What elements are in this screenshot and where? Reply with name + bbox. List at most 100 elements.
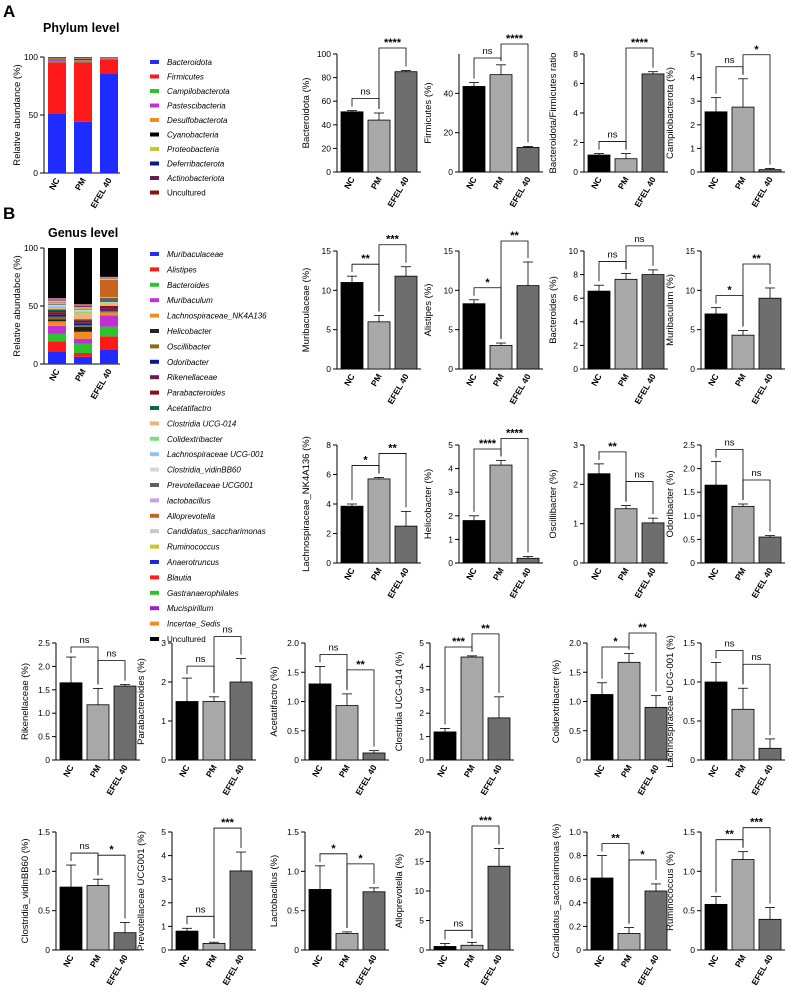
bar-efel-40 bbox=[229, 681, 253, 761]
significance-bracket bbox=[742, 479, 771, 532]
chart-bacteroidota: 0 20 40 60 80 100 Bacteroidota (%) NC PM EFEL 40 n… bbox=[301, 37, 421, 209]
y-tick-label: 2.0 bbox=[287, 638, 299, 648]
significance-bracket bbox=[625, 47, 654, 150]
stack-segment bbox=[74, 307, 92, 309]
chart-nk4a136: 0 2 4 6 8 Lachnospiraceae_NK4A136 (%) NC PM EFEL… bbox=[301, 436, 421, 600]
chart-clostridia-ucg014: 0 1 2 3 4 5 Clostridia UCG-014 (%) NC PM EFEL 40 *… bbox=[394, 623, 514, 797]
bar-efel-40 bbox=[644, 706, 668, 761]
bar-nc bbox=[433, 731, 457, 761]
stack-segment bbox=[100, 73, 118, 173]
category-label: NC bbox=[435, 953, 450, 969]
y-tick-label: 0 bbox=[45, 755, 50, 765]
y-axis-label: Candidatus_saccharimonas (%) bbox=[551, 824, 562, 959]
y-tick-label: 0 bbox=[33, 168, 38, 178]
bar-pm bbox=[731, 859, 755, 951]
bar-nc bbox=[340, 505, 364, 564]
category-label: PM bbox=[491, 566, 506, 582]
stack-segment bbox=[48, 302, 66, 304]
bar-pm bbox=[731, 334, 755, 370]
bar-efel-40 bbox=[758, 747, 782, 761]
bar-pm bbox=[367, 478, 391, 564]
category-label: PM bbox=[369, 372, 384, 388]
chart-firmicutes: 0 20 40 Firmicutes (%) NC PM EFEL 40 ns **** bbox=[423, 33, 543, 209]
genus-legend: Muribaculaceae Alistipes Bacteroides Muriba… bbox=[150, 250, 267, 644]
y-axis-label: Muribaculum (%) bbox=[665, 274, 676, 346]
bar-nc bbox=[433, 946, 457, 951]
chart-bacteroides: 0 2 4 6 8 10 Bacteroides (%) NC PM EFEL 40 ns ns bbox=[548, 234, 668, 406]
chart-helicobacter: 0 1 2 3 4 5 Helicobacter (%) NC PM EFEL 40 **** ***… bbox=[423, 427, 543, 600]
y-tick-label: 8 bbox=[573, 49, 578, 59]
significance-label: *** bbox=[452, 636, 466, 648]
y-tick-label: 5 bbox=[161, 827, 166, 837]
significance-bracket bbox=[598, 451, 627, 502]
legend-swatch bbox=[150, 252, 159, 256]
y-axis-label: Lachnospiraceae_NK4A136 (%) bbox=[301, 436, 312, 572]
legend-label: Prevotellaceae UCG001 bbox=[167, 481, 253, 490]
bar-efel-40 bbox=[758, 297, 782, 370]
chart-campilobacterota: 0 1 2 3 4 5 Campilobacterota (%) NC PM EFEL 40 ns * bbox=[665, 44, 785, 209]
y-tick-label: 20 bbox=[415, 827, 425, 837]
stack-segment bbox=[48, 341, 66, 352]
stack-segment bbox=[48, 299, 66, 301]
y-tick-label: 5 bbox=[419, 638, 424, 648]
significance-label: ns bbox=[607, 130, 617, 141]
y-tick-label: 0 bbox=[573, 558, 578, 568]
significance-label: **** bbox=[506, 33, 524, 45]
category-label: EFEL 40 bbox=[385, 175, 410, 209]
stack-segment bbox=[74, 58, 92, 60]
bar-nc bbox=[59, 886, 83, 951]
category-label: PM bbox=[369, 175, 384, 191]
significance-label: * bbox=[754, 44, 759, 56]
y-axis-label: Ruminococcus (%) bbox=[665, 851, 676, 931]
category-label: EFEL 40 bbox=[632, 566, 657, 600]
stack-segment bbox=[48, 306, 66, 309]
y-tick-label: 10 bbox=[686, 285, 696, 295]
phylum-title: Phylum level bbox=[43, 21, 119, 35]
bar-pm bbox=[86, 885, 110, 951]
significance-label: ns bbox=[724, 639, 734, 650]
category-label: PM bbox=[88, 763, 103, 779]
bar-pm bbox=[202, 701, 226, 761]
stack-segment bbox=[48, 58, 66, 59]
legend-label: Odoribacter bbox=[167, 358, 209, 367]
y-tick-label: 20 bbox=[444, 128, 454, 138]
stack-segment bbox=[74, 322, 92, 324]
category-label: NC bbox=[177, 763, 192, 779]
category-label: EFEL 40 bbox=[478, 763, 503, 797]
category-label: PM bbox=[369, 566, 384, 582]
y-axis-label: Prevotellaceae UCG001 (%) bbox=[136, 831, 147, 951]
legend-label: Lachnospiraceae UCG-001 bbox=[167, 450, 264, 459]
significance-label: **** bbox=[384, 37, 402, 49]
chart-rikenellaceae: 0 0.5 1.0 1.5 2.0 2.5 Rikenellaceae (%) NC PM EFE… bbox=[20, 635, 140, 797]
bar-efel-40 bbox=[641, 522, 665, 564]
significance-label: * bbox=[363, 454, 368, 466]
y-tick-label: 40 bbox=[322, 120, 332, 130]
legend-swatch bbox=[150, 176, 159, 180]
bar-nc bbox=[704, 484, 728, 564]
y-tick-label: 40 bbox=[444, 88, 454, 98]
significance-label: * bbox=[358, 853, 363, 865]
bar-efel-40 bbox=[641, 274, 665, 370]
bar-efel-40 bbox=[113, 685, 137, 761]
y-axis-label: Relative abundance (%) bbox=[12, 64, 23, 165]
panel-letter-b: B bbox=[3, 204, 15, 223]
stack-segment bbox=[100, 248, 118, 277]
bar-pm bbox=[614, 508, 638, 564]
significance-label: *** bbox=[479, 815, 493, 827]
y-tick-label: 2 bbox=[573, 340, 578, 350]
legend-label: Gastranaerophilales bbox=[167, 589, 239, 598]
y-tick-label: 1.0 bbox=[287, 697, 299, 707]
stack-segment bbox=[100, 302, 118, 304]
y-axis-label: Firmicutes (%) bbox=[423, 82, 434, 143]
y-tick-label: 1 bbox=[161, 921, 166, 931]
y-tick-label: 0.6 bbox=[569, 874, 581, 884]
y-tick-label: 5 bbox=[690, 49, 695, 59]
significance-bracket bbox=[471, 633, 500, 693]
bar-efel-40 bbox=[644, 890, 668, 951]
significance-label: ns bbox=[328, 642, 338, 653]
y-tick-label: 3 bbox=[448, 487, 453, 497]
stack-segment bbox=[74, 248, 92, 305]
y-tick-label: 100 bbox=[317, 49, 331, 59]
legend-label: Muribaculum bbox=[167, 296, 213, 305]
